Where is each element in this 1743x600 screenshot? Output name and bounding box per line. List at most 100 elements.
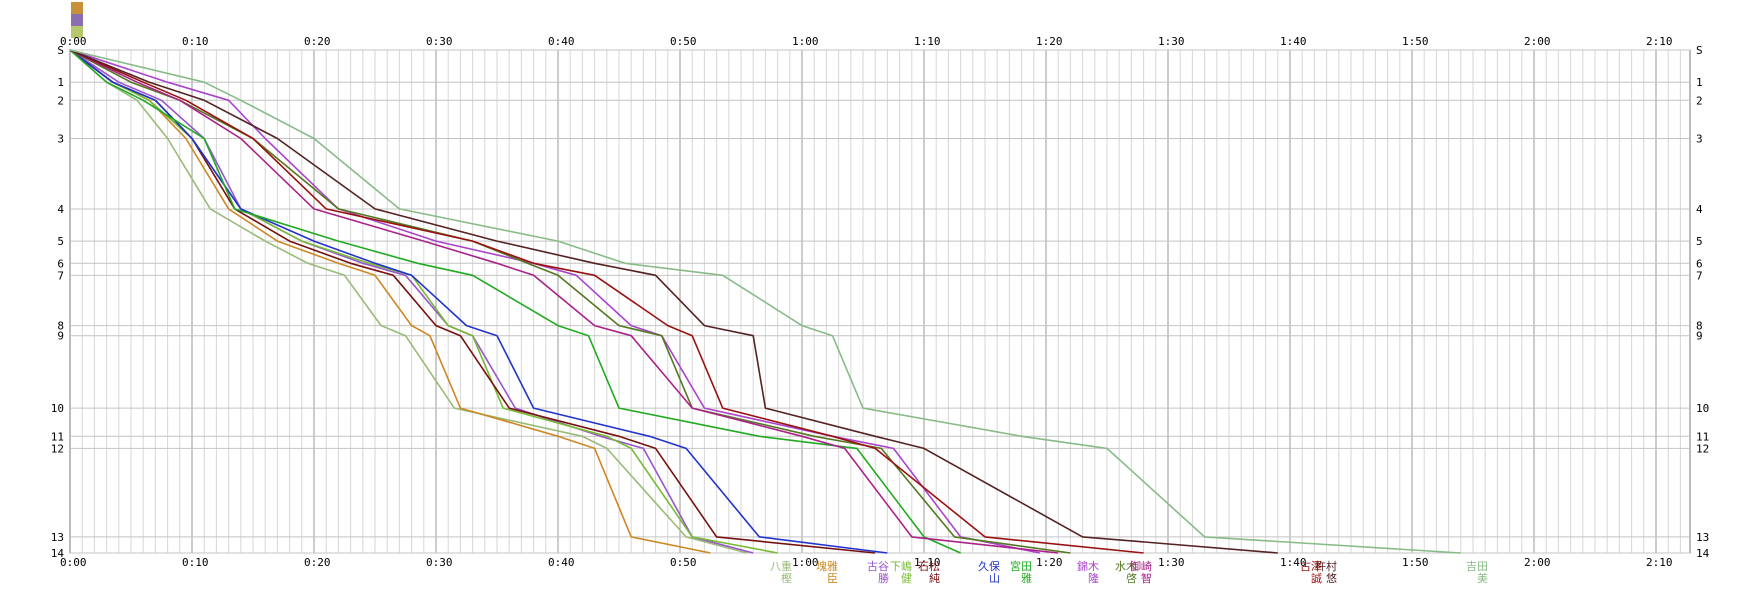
x-tick-label-bottom: 2:00 xyxy=(1524,556,1551,569)
series-line xyxy=(69,49,1461,554)
runner-name-char: 吉 xyxy=(1466,560,1477,573)
runner-name-char: 御 xyxy=(1130,559,1141,573)
runner-name-char: 啓 xyxy=(1126,571,1137,585)
x-tick-label-top: 0:30 xyxy=(426,35,453,48)
runner-name-char: 澤 xyxy=(1311,560,1322,573)
y-tick-label-left: 2 xyxy=(57,94,64,107)
x-tick-label-top: 0:20 xyxy=(304,35,331,48)
y-tick-label-right: 4 xyxy=(1696,203,1703,216)
y-tick-label-right: 8 xyxy=(1696,320,1703,333)
chart-axes: 0:00 0:00 0:10 0:10 0:20 0:20 0:30 0:30 0:40 0:40… xyxy=(51,35,1710,569)
y-tick-label-left: S xyxy=(57,44,64,57)
runner-name-char: 木 xyxy=(1088,560,1099,573)
x-tick-label-top: 0:00 xyxy=(60,35,87,48)
x-tick-label-top: 1:30 xyxy=(1158,35,1185,48)
runner-name-char: 水 xyxy=(1115,560,1126,573)
runner-name-char: 古 xyxy=(1300,560,1311,573)
y-tick-label-right: S xyxy=(1696,44,1703,57)
runner-name-char: 智 xyxy=(1141,571,1152,585)
runner-name-char: 下 xyxy=(890,560,901,573)
x-tick-label-bottom: 1:40 xyxy=(1280,556,1307,569)
y-tick-label-left: 14 xyxy=(51,547,65,560)
runner-name-char: 保 xyxy=(989,559,1000,573)
runner-name-char: 松 xyxy=(929,559,940,573)
series-line xyxy=(69,49,754,554)
x-tick-label-bottom: 1:20 xyxy=(1036,556,1063,569)
x-tick-label-bottom: 0:50 xyxy=(670,556,697,569)
series-line xyxy=(69,49,711,554)
y-tick-label-left: 5 xyxy=(57,235,64,248)
series-line xyxy=(69,49,748,554)
runner-name-char: 隆 xyxy=(1088,571,1099,585)
runner-name-char: 重 xyxy=(781,559,792,573)
series-line xyxy=(69,49,1059,554)
x-tick-label-bottom: 1:50 xyxy=(1402,556,1429,569)
x-tick-label-bottom: 0:20 xyxy=(304,556,331,569)
runner-name-char: 勝 xyxy=(878,571,889,585)
runner-name-char: 健 xyxy=(901,572,912,585)
y-tick-label-left: 10 xyxy=(51,402,64,415)
y-tick-label-right: 10 xyxy=(1696,402,1709,415)
x-tick-label-bottom: 2:10 xyxy=(1646,556,1673,569)
y-tick-label-right: 3 xyxy=(1696,133,1703,146)
x-tick-label-top: 1:20 xyxy=(1036,35,1063,48)
runner-name-char: 臣 xyxy=(827,572,838,585)
x-tick-label-top: 1:00 xyxy=(792,35,819,48)
runner-name-char: 田 xyxy=(1021,560,1032,573)
runner-name-char: 田 xyxy=(1477,560,1488,573)
runner-name-char: 塊 xyxy=(816,560,827,573)
series-line xyxy=(69,49,1278,554)
runner-name-char: 石 xyxy=(918,560,929,573)
x-tick-label-top: 1:40 xyxy=(1280,35,1307,48)
runner-name-char: 雅 xyxy=(1021,571,1032,585)
y-tick-label-right: 13 xyxy=(1696,531,1709,544)
y-tick-label-right: 2 xyxy=(1696,94,1703,107)
runner-name-char: 崎 xyxy=(1141,559,1152,573)
runner-name-char: 雅 xyxy=(827,559,838,573)
y-tick-label-right: 7 xyxy=(1696,269,1703,282)
series-line xyxy=(69,49,1041,554)
y-tick-label-left: 1 xyxy=(57,76,64,89)
x-tick-label-top: 0:40 xyxy=(548,35,575,48)
x-tick-label-bottom: 0:30 xyxy=(426,556,453,569)
series-line xyxy=(69,49,1144,554)
runner-name-char: 久 xyxy=(978,560,989,573)
y-tick-label-right: 14 xyxy=(1696,547,1710,560)
runner-name-char: 村 xyxy=(1326,559,1337,573)
chart-series xyxy=(69,49,1461,554)
runner-name-char: 古 xyxy=(867,560,878,573)
y-tick-label-left: 7 xyxy=(57,269,64,282)
y-tick-label-right: 9 xyxy=(1696,330,1703,343)
y-tick-label-left: 12 xyxy=(51,442,64,455)
runner-name-char: 錦 xyxy=(1077,559,1088,573)
runner-name-char: 悠 xyxy=(1326,571,1337,585)
x-tick-label-top: 0:10 xyxy=(182,35,209,48)
runner-name-char: 純 xyxy=(929,572,940,585)
runner-name-char: 宮 xyxy=(1010,559,1021,573)
y-tick-label-right: 11 xyxy=(1696,430,1709,443)
y-tick-label-right: 6 xyxy=(1696,257,1703,270)
x-tick-label-bottom: 0:40 xyxy=(548,556,575,569)
y-tick-label-right: 1 xyxy=(1696,76,1703,89)
runner-name-char: 山 xyxy=(989,572,1000,585)
y-tick-label-left: 3 xyxy=(57,133,64,146)
runner-name-char: 美 xyxy=(1477,572,1488,585)
series-line xyxy=(69,49,888,554)
series-line xyxy=(69,49,961,554)
x-tick-label-top: 1:10 xyxy=(914,35,941,48)
y-tick-label-left: 6 xyxy=(57,257,64,270)
x-tick-label-bottom: 0:00 xyxy=(60,556,87,569)
y-tick-label-left: 13 xyxy=(51,531,64,544)
runner-name-char: 杵 xyxy=(1315,559,1326,573)
x-tick-label-top: 2:00 xyxy=(1524,35,1551,48)
runner-name-char: 谷 xyxy=(878,560,889,573)
runner-name-char: 八 xyxy=(770,560,781,573)
runner-name-char: 誠 xyxy=(1311,572,1322,585)
x-tick-label-top: 1:50 xyxy=(1402,35,1429,48)
runner-name-char: 木 xyxy=(1126,560,1137,573)
y-tick-label-left: 9 xyxy=(57,330,64,343)
runner-name-char: 嶋 xyxy=(901,559,912,573)
y-tick-label-left: 4 xyxy=(57,203,64,216)
x-tick-label-bottom: 0:10 xyxy=(182,556,209,569)
